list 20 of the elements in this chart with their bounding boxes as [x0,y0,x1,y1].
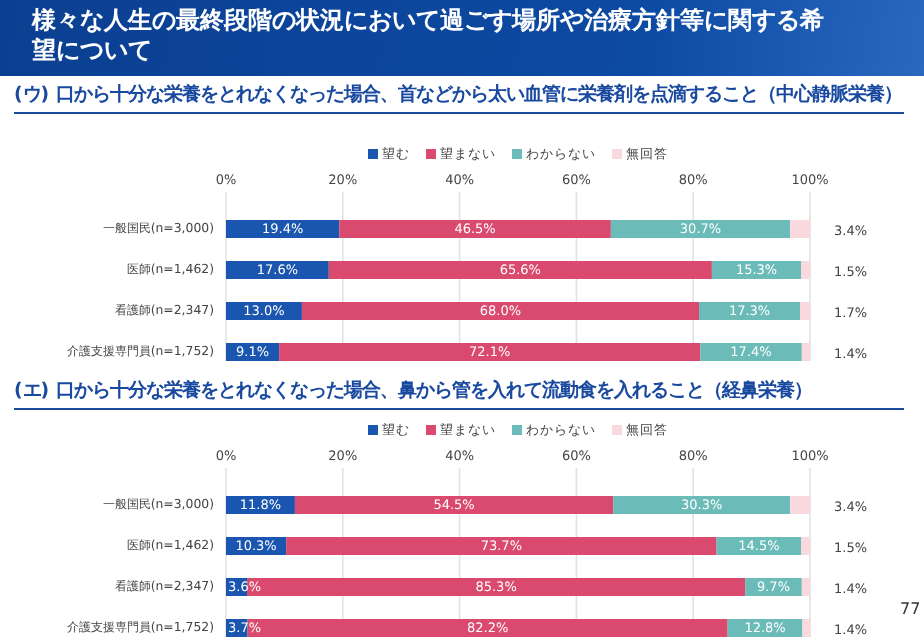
bar [328,261,712,279]
text: 77 [900,600,921,618]
bar [801,578,810,596]
text: 様々な人生の最終段階の状況において過ごす場所や治療方針等に関する希望について [32,6,826,66]
bar [279,343,701,361]
bar [613,496,791,514]
bar [301,302,700,320]
bar [801,261,810,279]
chart-title: (ウ) 口から十分な栄養をとれなくなった場合、首などから太い血管に栄養剤を点滴すること（中心静脈栄養） [14,84,904,114]
bar [294,496,614,514]
bar [801,343,810,361]
bar [802,619,811,637]
bar [800,302,810,320]
bar [801,537,810,555]
chart-title: (エ) 口から十分な栄養をとれなくなった場合、鼻から管を入れて流動食を入れること（経鼻栄養） [14,380,904,410]
bar [790,496,810,514]
bar [286,537,717,555]
bar [790,220,810,238]
bar [610,220,791,238]
bar [339,220,611,238]
